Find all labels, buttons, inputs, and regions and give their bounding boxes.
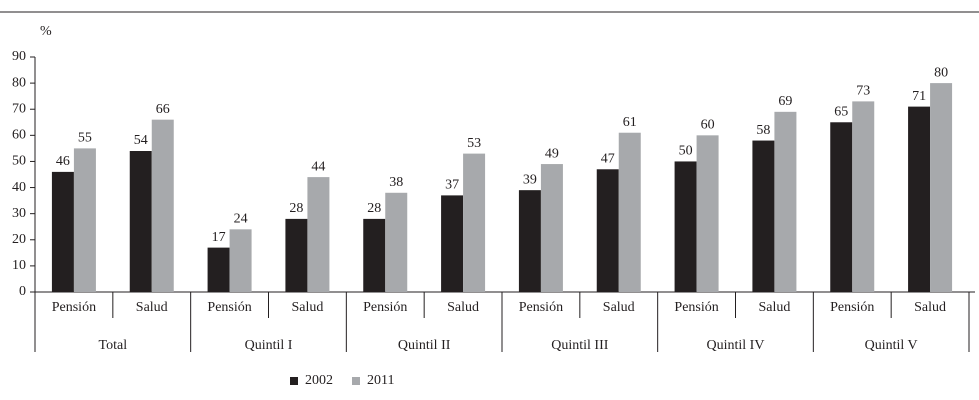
bar: [229, 229, 252, 292]
group-label: Quintil V: [865, 338, 918, 353]
value-label: 50: [679, 144, 693, 159]
value-label: 53: [467, 136, 481, 151]
bar: [73, 148, 96, 292]
value-label: 60: [701, 118, 715, 133]
y-tick-label: 10: [12, 258, 26, 273]
bar: [596, 169, 619, 292]
group-label: Quintil I: [245, 338, 293, 353]
bar: [207, 247, 230, 292]
x-tick-label: Salud: [136, 300, 168, 315]
value-label: 80: [934, 65, 948, 80]
value-label: 44: [311, 159, 325, 174]
bar: [51, 171, 74, 292]
y-tick-label: 70: [12, 101, 26, 116]
bar: [752, 140, 775, 292]
x-tick-label: Pensión: [363, 300, 407, 315]
bar: [540, 164, 563, 292]
y-tick-label: 60: [12, 128, 26, 143]
value-label: 66: [156, 102, 170, 117]
bar: [830, 122, 853, 293]
group-label: Quintil II: [398, 338, 451, 353]
bar: [674, 161, 697, 292]
bar: [307, 177, 330, 292]
group-label: Quintil IV: [707, 338, 765, 353]
y-tick-label: 40: [12, 180, 26, 195]
value-label: 69: [778, 94, 792, 109]
bar: [774, 111, 797, 292]
value-label: 58: [756, 123, 770, 138]
value-label: 46: [56, 154, 70, 169]
value-label: 49: [545, 146, 559, 161]
bar: [129, 151, 152, 292]
legend-swatch: [352, 377, 360, 385]
x-tick-label: Salud: [603, 300, 635, 315]
value-label: 47: [601, 151, 615, 166]
bar: [463, 153, 486, 292]
x-tick-label: Salud: [758, 300, 790, 315]
x-tick-label: Salud: [447, 300, 479, 315]
y-tick-label: 30: [12, 206, 26, 221]
value-label: 17: [212, 230, 226, 245]
value-label: 38: [389, 175, 403, 190]
value-label: 55: [78, 131, 92, 146]
y-tick-label: 0: [19, 284, 26, 299]
y-tick-label: 20: [12, 232, 26, 247]
y-tick-label: 80: [12, 75, 26, 90]
bar: [518, 190, 541, 292]
value-label: 39: [523, 172, 537, 187]
bar: [930, 83, 953, 292]
bar: [696, 135, 719, 292]
group-label: Quintil III: [551, 338, 608, 353]
value-label: 73: [856, 84, 870, 99]
y-tick-label: 90: [12, 49, 26, 64]
value-label: 65: [834, 104, 848, 119]
x-tick-label: Pensión: [830, 300, 874, 315]
y-tick-label: 50: [12, 154, 26, 169]
value-label: 28: [289, 201, 303, 216]
bar: [285, 218, 308, 292]
bar: [441, 195, 464, 292]
bar: [385, 192, 408, 292]
bar: [908, 106, 931, 292]
value-label: 28: [367, 201, 381, 216]
group-label: Total: [99, 338, 128, 353]
value-label: 37: [445, 178, 459, 193]
legend-swatch: [290, 377, 298, 385]
value-label: 54: [134, 133, 148, 148]
value-label: 24: [234, 212, 248, 227]
x-tick-label: Pensión: [674, 300, 718, 315]
x-tick-label: Salud: [914, 300, 946, 315]
legend-label: 2011: [367, 373, 394, 388]
x-tick-label: Pensión: [207, 300, 251, 315]
bar: [151, 119, 174, 293]
bar: [852, 101, 875, 292]
value-label: 61: [623, 115, 637, 130]
bar: [363, 218, 386, 292]
bar: [618, 132, 641, 292]
legend-label: 2002: [305, 373, 333, 388]
x-tick-label: Pensión: [519, 300, 563, 315]
y-axis-label: %: [40, 24, 52, 39]
value-label: 71: [912, 89, 926, 104]
x-tick-label: Pensión: [52, 300, 96, 315]
x-tick-label: Salud: [291, 300, 323, 315]
